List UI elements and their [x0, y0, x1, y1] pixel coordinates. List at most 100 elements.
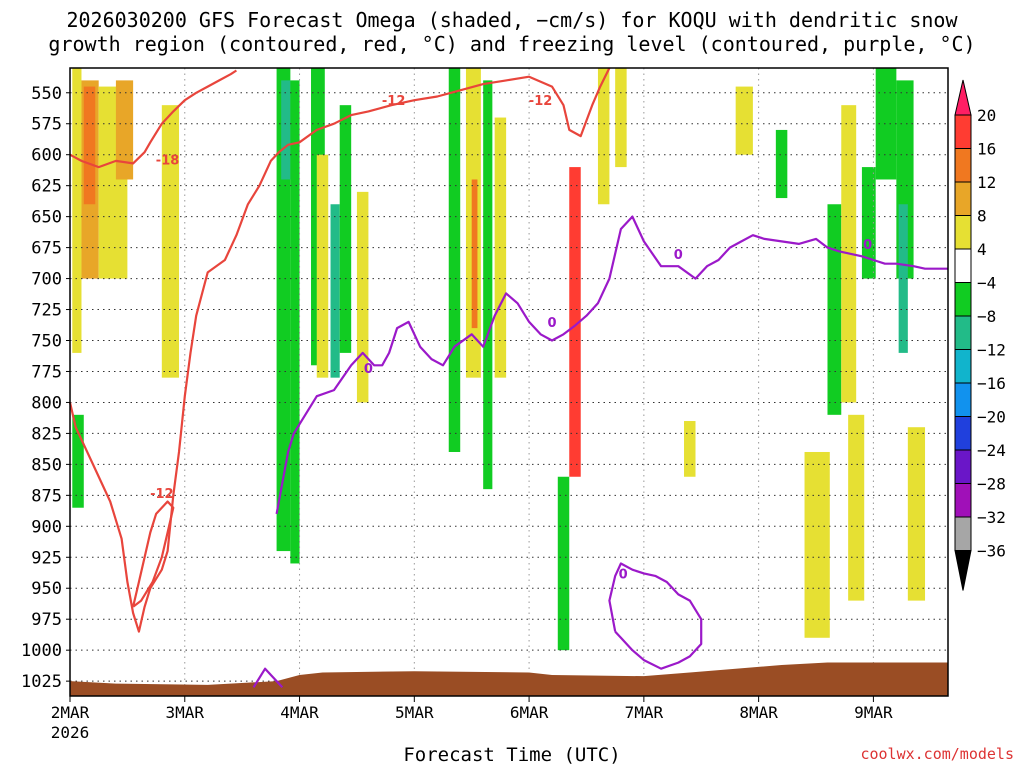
contour-label: -12	[529, 94, 553, 109]
colorbar-swatch	[954, 449, 972, 484]
contour-label: -12	[382, 94, 406, 109]
colorbar-label: −20	[977, 408, 1006, 427]
colorbar-swatch	[954, 148, 972, 183]
y-tick-label: 850	[31, 455, 62, 475]
contour-label: -12	[150, 487, 174, 502]
y-tick-label: 825	[31, 424, 62, 444]
y-tick-label: 950	[31, 579, 62, 599]
x-axis-label: Forecast Time (UTC)	[403, 744, 621, 766]
colorbar-label: −32	[977, 508, 1006, 527]
credit-text: coolwx.com/models	[860, 745, 1014, 763]
y-tick-label: 750	[31, 332, 62, 352]
y-tick-label: 925	[31, 548, 62, 568]
x-tick-label: 4MAR	[280, 703, 319, 722]
omega-cell	[827, 204, 842, 415]
x-tick-label: 9MAR	[854, 703, 893, 722]
omega-cell	[848, 414, 865, 601]
title-line-2: growth region (contoured, red, °C) and f…	[48, 32, 976, 56]
omega-cell	[276, 68, 291, 552]
contour-label: 0	[863, 238, 872, 253]
omega-cell	[875, 68, 897, 180]
omega-cell	[735, 86, 753, 155]
colorbar-bottom-arrow	[954, 550, 972, 591]
colorbar-label: 4	[977, 240, 987, 259]
x-tick-label: 3MAR	[166, 703, 205, 722]
omega-cell	[557, 476, 570, 651]
colorbar-label: 20	[977, 106, 996, 125]
terrain-area	[70, 662, 948, 696]
x-tick-year: 2026	[51, 723, 90, 742]
y-tick-label: 575	[31, 115, 62, 135]
dgz-contour	[68, 67, 611, 633]
y-tick-label: 775	[31, 362, 62, 382]
y-axis-ticks: 550 575 600 625 650 675 700 725 750 775 800 825 850 8…	[21, 84, 70, 692]
contour-lines	[68, 67, 948, 689]
omega-cell	[898, 204, 908, 353]
omega-cell	[597, 68, 610, 205]
omega-cell	[316, 154, 329, 378]
x-tick-label: 7MAR	[625, 703, 664, 722]
omega-cell	[684, 421, 696, 477]
y-tick-label: 875	[31, 486, 62, 506]
y-tick-label: 700	[31, 270, 62, 290]
terrain	[70, 662, 948, 696]
omega-cell	[615, 68, 627, 168]
chart-title: 2026030200 GFS Forecast Omega (shaded, −…	[0, 8, 1024, 56]
omega-cell	[330, 204, 340, 378]
omega-cell	[483, 80, 493, 490]
colorbar-swatch	[954, 248, 972, 283]
y-tick-label: 1000	[21, 641, 62, 661]
freezing-level-contour	[252, 667, 284, 689]
contour-label: 0	[548, 316, 557, 331]
x-axis-ticks: 2MAR 3MAR 4MAR 5MAR 6MAR 7MAR 8MAR 9MAR 2026	[51, 696, 893, 742]
omega-cell	[290, 80, 300, 564]
omega-cell	[471, 179, 478, 329]
x-tick-label: 5MAR	[395, 703, 434, 722]
omega-cell	[339, 105, 352, 353]
contour-labels: -18 -12 -12 -12 0 0 0 0 0	[150, 94, 872, 582]
colorbar-label: −36	[977, 542, 1006, 561]
y-tick-label: 725	[31, 301, 62, 321]
y-tick-label: 675	[31, 239, 62, 259]
colorbar-label: −28	[977, 475, 1006, 494]
y-tick-label: 625	[31, 177, 62, 197]
colorbar-label: −4	[977, 274, 996, 293]
freezing-level-contour	[275, 215, 948, 515]
colorbar-label: −24	[977, 441, 1006, 460]
plot-frame	[69, 67, 949, 697]
omega-shading	[72, 68, 926, 651]
omega-cell	[775, 129, 788, 199]
colorbar-label: 8	[977, 207, 987, 226]
colorbar-label: −12	[977, 341, 1006, 360]
omega-cell	[72, 68, 82, 353]
contour-label: 0	[364, 362, 373, 377]
colorbar-swatch	[954, 416, 972, 451]
omega-cell	[861, 167, 876, 279]
colorbar-swatch	[954, 282, 972, 317]
y-tick-label: 900	[31, 517, 62, 537]
colorbar-top-arrow	[954, 79, 972, 116]
freezing-level-contour	[608, 562, 703, 670]
x-tick-label: 2MAR	[51, 703, 90, 722]
omega-cell	[72, 414, 84, 508]
colorbar-swatch	[954, 114, 972, 149]
colorbar-label: −16	[977, 374, 1006, 393]
colorbar-label: 12	[977, 173, 996, 192]
y-tick-label: 975	[31, 610, 62, 630]
colorbar-swatch	[954, 181, 972, 216]
omega-cell	[569, 167, 581, 477]
dgz-contour	[69, 69, 237, 169]
contour-label: 0	[674, 248, 683, 263]
colorbar-swatch	[954, 382, 972, 417]
omega-cell	[281, 80, 291, 180]
omega-cell	[907, 427, 926, 601]
colorbar-swatch	[954, 215, 972, 250]
x-tick-label: 8MAR	[739, 703, 778, 722]
omega-cell	[161, 105, 180, 378]
colorbar-label: 16	[977, 140, 996, 159]
contour-label: -18	[156, 154, 180, 169]
colorbar-swatch	[954, 315, 972, 350]
y-tick-label: 1025	[21, 672, 62, 692]
omega-cell	[804, 451, 830, 638]
